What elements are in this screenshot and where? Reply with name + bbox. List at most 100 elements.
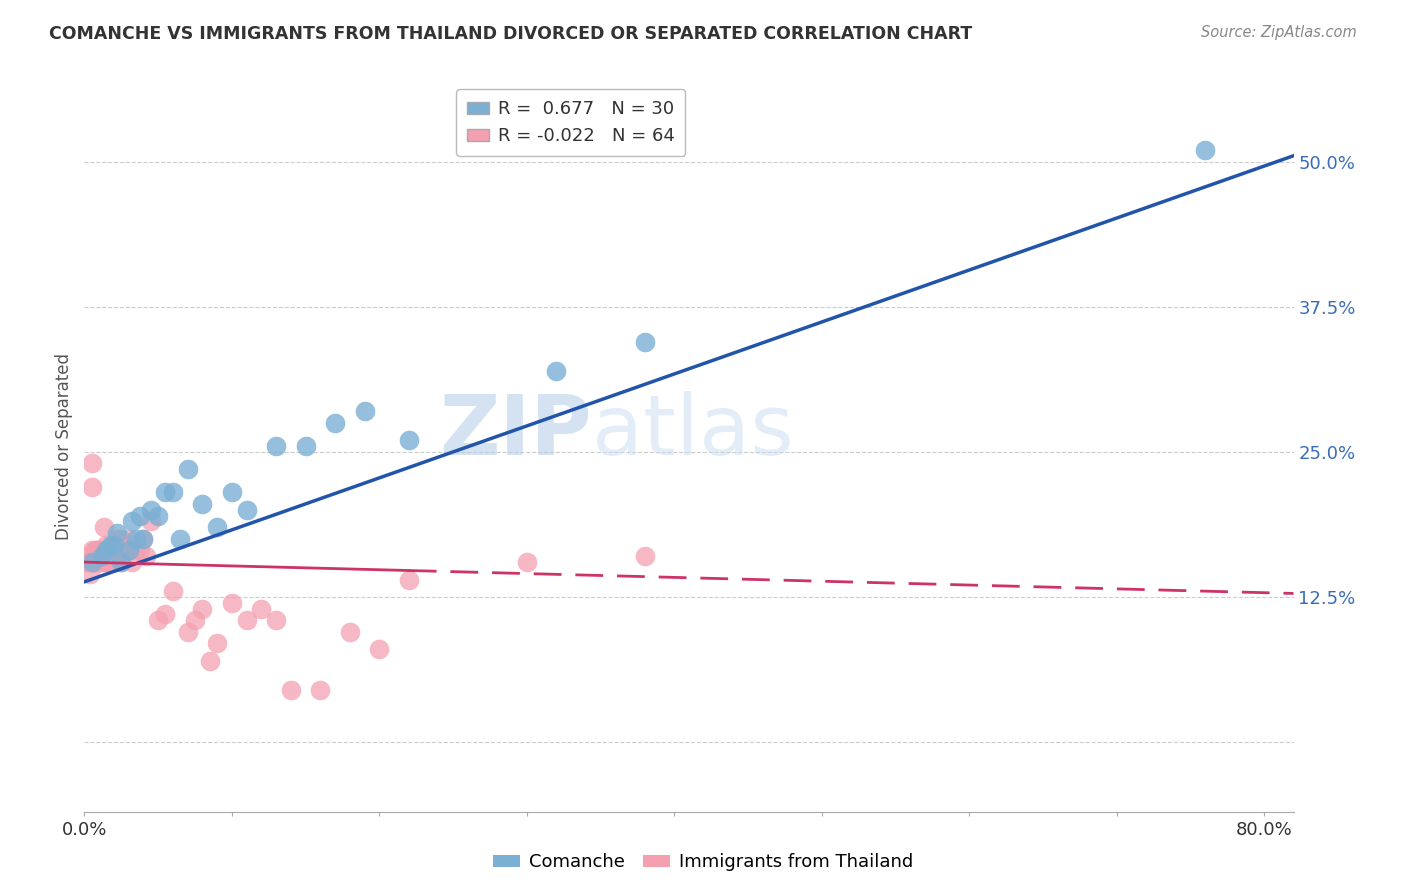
Point — [83, 543, 105, 558]
Point — [110, 532, 132, 546]
Point — [103, 543, 125, 558]
Point — [191, 601, 214, 615]
Point — [80, 555, 103, 569]
Point — [80, 543, 103, 558]
Point — [339, 624, 361, 639]
Point — [294, 439, 316, 453]
Point — [398, 433, 420, 447]
Point — [516, 555, 538, 569]
Point — [323, 416, 346, 430]
Point — [105, 532, 128, 546]
Point — [96, 538, 118, 552]
Point — [77, 555, 100, 569]
Point — [117, 543, 139, 558]
Point — [117, 532, 139, 546]
Point — [309, 682, 332, 697]
Point — [191, 497, 214, 511]
Point — [105, 526, 128, 541]
Point — [135, 549, 157, 564]
Point — [139, 503, 162, 517]
Point — [79, 555, 101, 569]
Point — [87, 555, 110, 569]
Point — [77, 549, 100, 564]
Point — [121, 555, 143, 569]
Point — [87, 549, 110, 564]
Point — [96, 555, 118, 569]
Point — [125, 543, 148, 558]
Point — [155, 485, 177, 500]
Point — [235, 613, 257, 627]
Point — [82, 555, 104, 569]
Point — [96, 543, 118, 558]
Point — [169, 532, 191, 546]
Point — [198, 654, 221, 668]
Point — [132, 532, 155, 546]
Point — [76, 555, 98, 569]
Point — [162, 584, 184, 599]
Point — [103, 555, 125, 569]
Point — [79, 566, 101, 581]
Point — [86, 543, 108, 558]
Point — [264, 439, 287, 453]
Point — [114, 543, 136, 558]
Point — [82, 555, 104, 569]
Point — [205, 520, 228, 534]
Point — [176, 624, 198, 639]
Point — [176, 462, 198, 476]
Point — [98, 555, 121, 569]
Point — [80, 480, 103, 494]
Point — [110, 555, 132, 569]
Point — [264, 613, 287, 627]
Text: COMANCHE VS IMMIGRANTS FROM THAILAND DIVORCED OR SEPARATED CORRELATION CHART: COMANCHE VS IMMIGRANTS FROM THAILAND DIV… — [49, 25, 973, 43]
Point — [546, 363, 568, 377]
Text: Source: ZipAtlas.com: Source: ZipAtlas.com — [1201, 25, 1357, 40]
Point — [91, 549, 114, 564]
Point — [86, 555, 108, 569]
Point — [221, 596, 243, 610]
Point — [125, 532, 148, 546]
Legend: R =  0.677   N = 30, R = -0.022   N = 64: R = 0.677 N = 30, R = -0.022 N = 64 — [456, 89, 685, 156]
Point — [100, 538, 122, 552]
Point — [132, 532, 155, 546]
Point — [634, 549, 657, 564]
Point — [634, 334, 657, 349]
Point — [97, 555, 120, 569]
Point — [83, 555, 105, 569]
Point — [91, 543, 114, 558]
Text: ZIP: ZIP — [440, 391, 592, 472]
Point — [353, 404, 375, 418]
Point — [1194, 143, 1216, 157]
Point — [84, 555, 107, 569]
Point — [368, 642, 391, 657]
Point — [129, 543, 152, 558]
Point — [117, 543, 139, 558]
Point — [84, 543, 107, 558]
Point — [398, 573, 420, 587]
Point — [121, 515, 143, 529]
Point — [110, 555, 132, 569]
Point — [93, 543, 115, 558]
Point — [235, 503, 257, 517]
Point — [100, 555, 122, 569]
Point — [87, 555, 110, 569]
Point — [91, 555, 114, 569]
Point — [139, 515, 162, 529]
Point — [162, 485, 184, 500]
Legend: Comanche, Immigrants from Thailand: Comanche, Immigrants from Thailand — [485, 847, 921, 879]
Point — [221, 485, 243, 500]
Point — [146, 508, 169, 523]
Point — [250, 601, 273, 615]
Point — [94, 555, 117, 569]
Point — [280, 682, 302, 697]
Point — [184, 613, 207, 627]
Point — [87, 543, 110, 558]
Point — [155, 607, 177, 622]
Text: atlas: atlas — [592, 391, 794, 472]
Point — [80, 457, 103, 471]
Point — [93, 520, 115, 534]
Point — [83, 555, 105, 569]
Point — [146, 613, 169, 627]
Point — [103, 538, 125, 552]
Point — [205, 636, 228, 650]
Y-axis label: Divorced or Separated: Divorced or Separated — [55, 352, 73, 540]
